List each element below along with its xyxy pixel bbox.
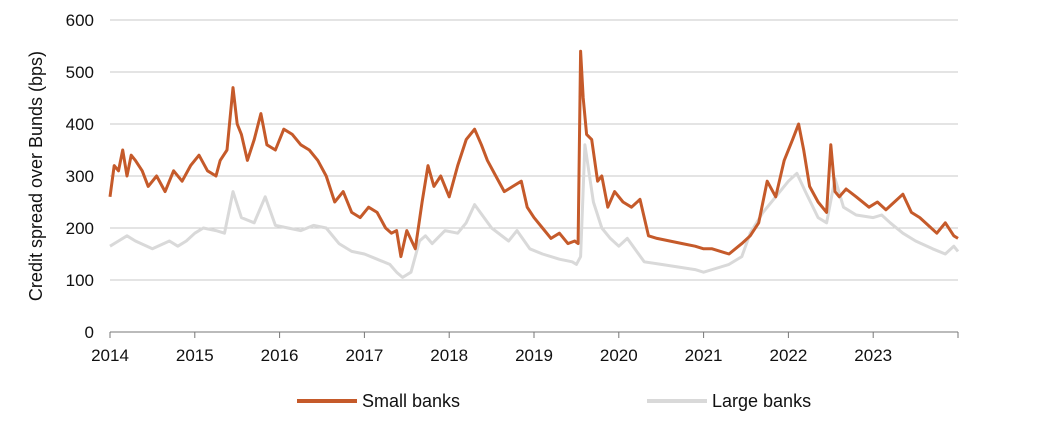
x-tick-2017: 2017 [345,346,383,365]
series-lines [108,49,960,279]
y-axis-label: Credit spread over Bunds (bps) [26,51,46,301]
series-line-small-banks [108,49,959,259]
x-tick-2022: 2022 [769,346,807,365]
y-tick-0: 0 [85,323,94,342]
legend-label-large-banks: Large banks [712,391,811,411]
x-tick-2021: 2021 [685,346,723,365]
y-tick-400: 400 [66,115,94,134]
y-tick-500: 500 [66,63,94,82]
y-tick-100: 100 [66,271,94,290]
legend: Small banks Large banks [297,391,811,411]
x-tick-2019: 2019 [515,346,553,365]
x-tick-2014: 2014 [91,346,129,365]
y-tick-200: 200 [66,219,94,238]
x-tick-2020: 2020 [600,346,638,365]
legend-label-small-banks: Small banks [362,391,460,411]
x-tick-labels: 2014 2015 2016 2017 2018 2019 2020 2021 2022 2023 [91,332,959,365]
y-tick-300: 300 [66,167,94,186]
x-tick-2016: 2016 [261,346,299,365]
x-tick-2015: 2015 [176,346,214,365]
series-line-large-banks [109,143,960,279]
y-tick-600: 600 [66,11,94,30]
x-tick-2023: 2023 [854,346,892,365]
x-tick-2018: 2018 [430,346,468,365]
y-tick-labels: 0 100 200 300 400 500 600 [66,11,94,342]
gridlines [110,19,958,281]
